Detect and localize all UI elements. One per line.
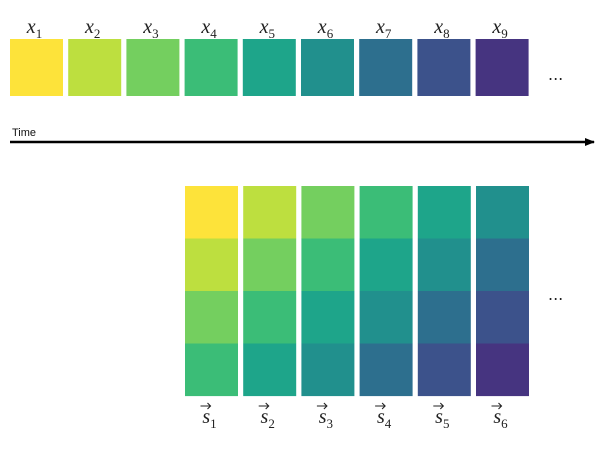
sequence-label: x6 (317, 16, 334, 41)
window-cell (476, 186, 529, 239)
window-cell (185, 343, 238, 397)
window-cell (301, 238, 355, 292)
sequence-square (10, 39, 63, 96)
label-symbol: x (84, 16, 94, 38)
window-cell (417, 238, 471, 292)
label-subscript: 7 (385, 26, 392, 41)
sequence-label: x8 (433, 16, 449, 41)
label-subscript: 5 (268, 26, 275, 41)
label-subscript: 6 (501, 416, 508, 431)
window-cell (476, 238, 529, 292)
window-label: s2 (261, 406, 275, 431)
label-subscript: 3 (327, 416, 334, 431)
sequence-square (184, 39, 238, 96)
sequence-square (126, 39, 180, 96)
vector-arrow (200, 402, 212, 410)
sequence-square (68, 39, 122, 96)
label-subscript: 2 (268, 416, 275, 431)
window-cell (301, 186, 355, 239)
window-cell (243, 238, 297, 292)
sequence-label: x2 (84, 16, 100, 41)
sequence-square (301, 39, 354, 96)
window-cell (359, 238, 413, 292)
window-cell (417, 291, 471, 344)
label-subscript: 6 (327, 26, 334, 41)
label-subscript: 9 (501, 26, 508, 41)
label-symbol: s (435, 406, 443, 428)
window-cell (359, 186, 413, 239)
window-cell (417, 186, 471, 239)
vector-arrow (491, 402, 503, 410)
label-subscript: 2 (94, 26, 101, 41)
window-cell (417, 343, 471, 397)
label-subscript: 3 (152, 26, 159, 41)
label-subscript: 4 (210, 26, 217, 41)
label-subscript: 4 (385, 416, 392, 431)
label-symbol: s (261, 406, 269, 428)
window-cell (359, 343, 413, 397)
sequence-label: x4 (200, 16, 217, 41)
window-cell (301, 343, 355, 397)
sequence-label: x7 (375, 16, 392, 41)
window-cell (476, 291, 529, 344)
sequence-label: x5 (259, 16, 275, 41)
label-symbol: s (493, 406, 501, 428)
time-label: Time (12, 127, 36, 139)
label-symbol: x (26, 16, 36, 38)
top-ellipsis: ... (548, 65, 563, 84)
window-cell (243, 186, 297, 239)
vector-arrow (433, 402, 445, 410)
sequence-square (475, 39, 529, 96)
window-cell (359, 291, 413, 344)
window-label: s4 (377, 406, 392, 431)
window-cell (185, 238, 238, 292)
vector-arrow (316, 402, 328, 410)
sequence-label: x1 (26, 16, 42, 41)
window-cell (185, 291, 238, 344)
window-cell (301, 291, 355, 344)
label-symbol: s (377, 406, 385, 428)
sequence-square (242, 39, 296, 96)
label-subscript: 1 (210, 416, 217, 431)
window-cell (243, 291, 297, 344)
label-symbol: s (319, 406, 327, 428)
label-symbol: x (142, 16, 152, 38)
sequence-square (359, 39, 413, 96)
label-symbol: s (202, 406, 210, 428)
label-symbol: x (317, 16, 327, 38)
vector-arrow (375, 402, 386, 410)
window-label: s1 (202, 406, 216, 431)
bottom-ellipsis: ... (548, 285, 563, 304)
label-symbol: x (259, 16, 269, 38)
label-subscript: 5 (443, 416, 450, 431)
label-symbol: x (491, 16, 501, 38)
label-symbol: x (200, 16, 210, 38)
label-subscript: 8 (443, 26, 450, 41)
label-symbol: x (433, 16, 443, 38)
sequence-label: x3 (142, 16, 158, 41)
vector-arrow (258, 402, 270, 410)
window-label: s3 (319, 406, 333, 431)
window-label: s6 (493, 406, 508, 431)
sequence-label: x9 (491, 16, 507, 41)
label-symbol: x (375, 16, 385, 38)
sequence-square (417, 39, 471, 96)
label-subscript: 1 (36, 26, 43, 41)
window-cell (185, 186, 238, 239)
window-cell (476, 343, 529, 397)
window-cell (243, 343, 297, 397)
window-label: s5 (435, 406, 449, 431)
